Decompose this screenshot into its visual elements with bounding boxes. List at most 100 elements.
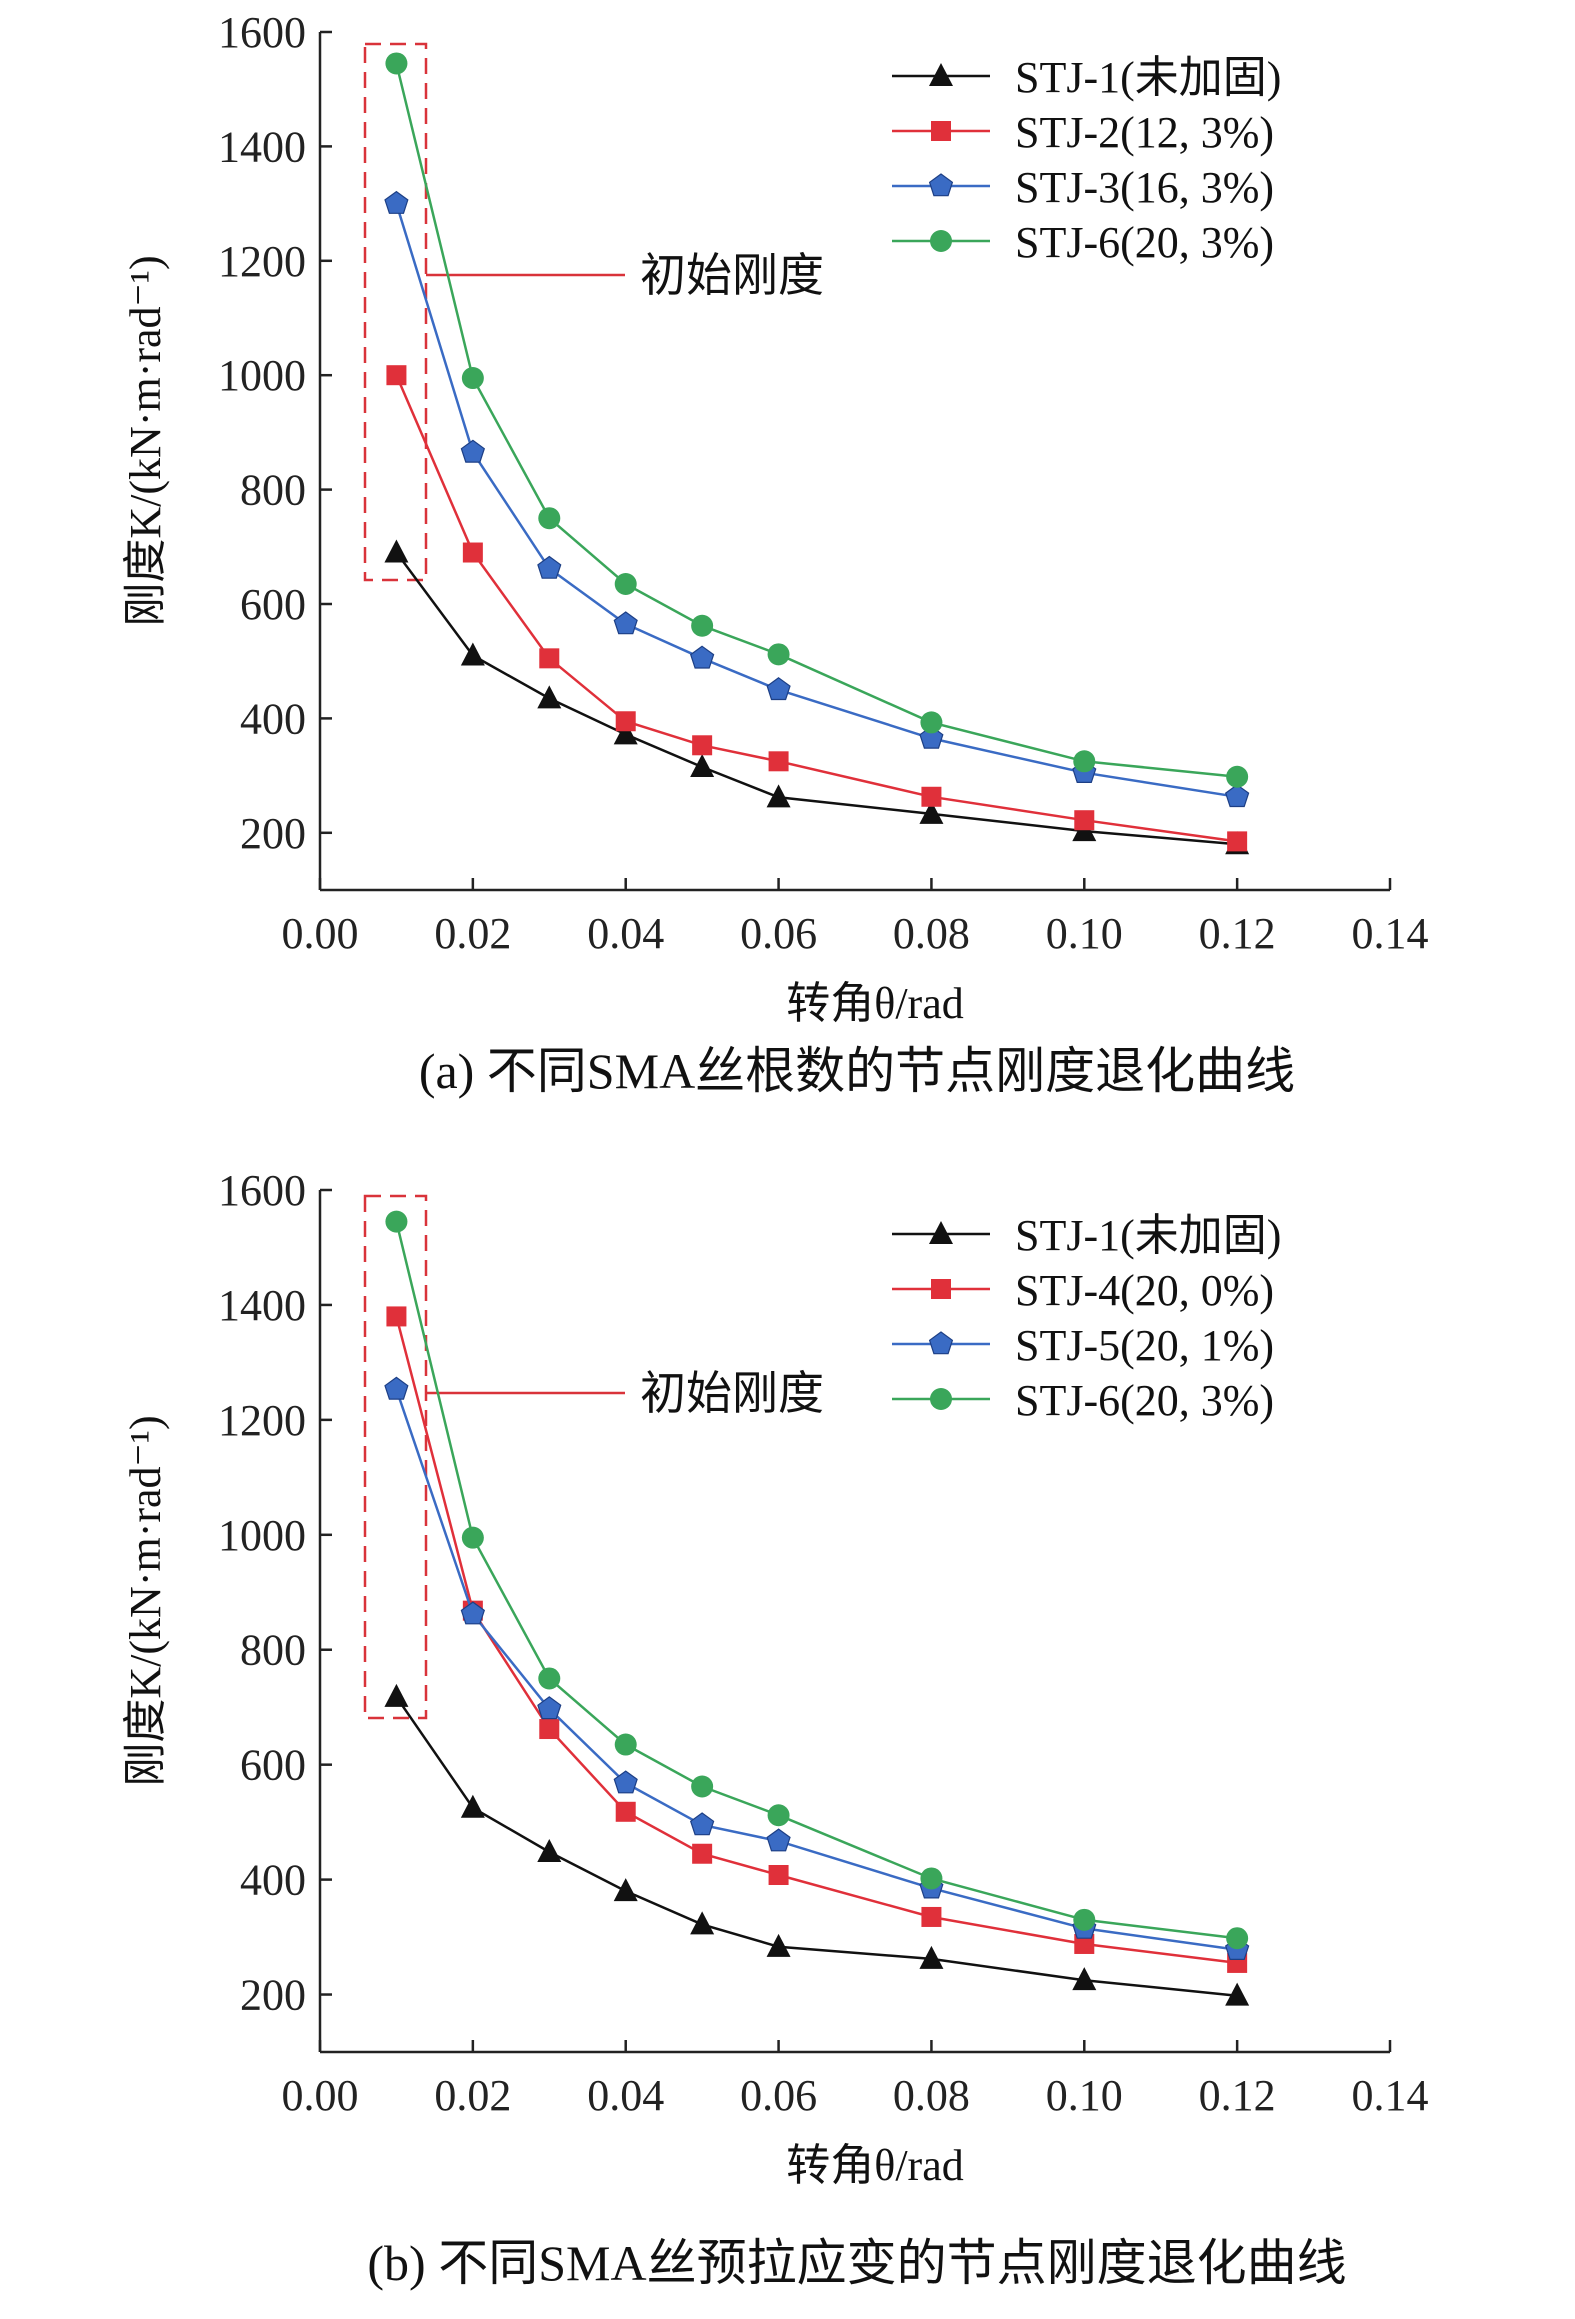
- chart-panel-b: 0.00 0.02 0.04 0.06 0.08 0.10 0.12 0.14 200 400 60…: [121, 1166, 1429, 2291]
- x-tick-label: 0.02: [434, 2071, 511, 2120]
- y-tick-label: 1200: [218, 237, 306, 286]
- data-point: [386, 1306, 407, 1327]
- x-tick-label: 0.12: [1199, 2071, 1276, 2120]
- data-point: [460, 1794, 485, 1818]
- data-point: [768, 751, 789, 772]
- data-point: [691, 614, 714, 637]
- y-axis-label: 刚度K/(kN·m·rad⁻¹): [121, 255, 170, 626]
- annotation-label: 初始刚度: [640, 1368, 824, 1419]
- data-point: [691, 1775, 714, 1798]
- legend-label: STJ-1(未加固): [1015, 53, 1281, 102]
- x-tick-label: 0.00: [282, 2071, 359, 2120]
- data-point: [690, 754, 715, 778]
- series-line: [395, 1388, 1238, 1951]
- data-point: [766, 1933, 791, 1957]
- data-point: [384, 1683, 409, 1707]
- data-point: [461, 1526, 484, 1549]
- data-point: [386, 365, 407, 386]
- y-tick-label: 1200: [218, 1396, 306, 1445]
- x-tick-label: 0.10: [1046, 2071, 1123, 2120]
- data-point: [766, 677, 791, 701]
- data-point: [919, 1945, 944, 1969]
- data-point: [537, 1696, 562, 1720]
- data-point: [461, 367, 484, 390]
- legend-marker: [929, 1221, 953, 1244]
- data-point: [768, 1865, 789, 1886]
- data-point: [1073, 750, 1096, 773]
- data-point: [538, 507, 561, 530]
- data-point: [614, 1733, 637, 1756]
- data-point: [689, 1812, 715, 1836]
- data-point: [613, 1770, 638, 1794]
- data-point: [460, 439, 486, 463]
- x-tick-label: 0.12: [1199, 909, 1276, 958]
- legend-label: STJ-2(12, 3%): [1015, 108, 1274, 157]
- data-point: [613, 721, 638, 745]
- x-tick-label: 0.10: [1046, 909, 1123, 958]
- data-point: [690, 1911, 715, 1935]
- data-point: [615, 1801, 636, 1822]
- data-point: [920, 1867, 943, 1890]
- data-point: [537, 685, 562, 709]
- initial-stiffness-box: [363, 42, 428, 582]
- x-tick-label: 0.04: [587, 909, 664, 958]
- data-point: [689, 645, 715, 669]
- data-point: [614, 572, 637, 595]
- y-tick-label: 200: [240, 1971, 306, 2020]
- legend-label: STJ-3(16, 3%): [1015, 163, 1274, 212]
- data-point: [919, 800, 944, 824]
- data-point: [384, 1376, 409, 1400]
- data-point: [767, 643, 790, 666]
- x-tick-label: 0.06: [740, 909, 817, 958]
- legend-marker: [931, 1279, 951, 1299]
- series-line: [395, 374, 1238, 843]
- series-STJ-2(12, 3%): [386, 365, 1248, 852]
- data-point: [920, 711, 943, 734]
- data-point: [921, 1906, 942, 1927]
- data-point: [1226, 765, 1249, 788]
- y-tick-label: 400: [240, 1856, 306, 1905]
- data-point: [539, 1719, 560, 1740]
- data-point: [538, 1667, 561, 1690]
- data-point: [460, 642, 485, 666]
- data-point: [613, 1878, 638, 1902]
- y-axis-label: 刚度K/(kN·m·rad⁻¹): [121, 1415, 170, 1786]
- x-tick-label: 0.08: [893, 909, 970, 958]
- legend-label: STJ-1(未加固): [1015, 1211, 1281, 1260]
- x-tick-label: 0.06: [740, 2071, 817, 2120]
- data-point: [1074, 1933, 1095, 1954]
- data-point: [537, 555, 562, 579]
- series-STJ-1(未加固): [384, 1683, 1250, 2006]
- data-point: [1072, 1967, 1097, 1991]
- data-point: [1224, 784, 1250, 808]
- data-point: [385, 1210, 408, 1233]
- legend-marker: [931, 121, 951, 141]
- y-tick-label: 1000: [218, 1511, 306, 1560]
- y-tick-label: 1000: [218, 351, 306, 400]
- legend-label: STJ-4(20, 0%): [1015, 1266, 1274, 1315]
- series-STJ-5(20, 1%): [384, 1376, 1250, 1961]
- legend-label: STJ-5(20, 1%): [1015, 1321, 1274, 1370]
- data-point: [1226, 1927, 1249, 1950]
- data-point: [615, 711, 636, 732]
- y-tick-label: 600: [240, 580, 306, 629]
- legend-marker: [928, 1331, 954, 1355]
- series-STJ-6(20, 3%): [385, 1210, 1249, 1950]
- legend-marker: [930, 1388, 952, 1410]
- data-point: [921, 786, 942, 807]
- data-point: [385, 52, 408, 75]
- data-point: [767, 1804, 790, 1827]
- data-point: [613, 611, 638, 635]
- figure-caption: (b) 不同SMA丝预拉应变的节点刚度退化曲线: [367, 2235, 1346, 2291]
- data-point: [537, 1839, 562, 1863]
- x-tick-label: 0.00: [282, 909, 359, 958]
- series-STJ-1(未加固): [384, 539, 1250, 855]
- x-axis-label: 转角θ/rad: [786, 2141, 963, 2190]
- data-point: [539, 648, 560, 669]
- figure-caption: (a) 不同SMA丝根数的节点刚度退化曲线: [419, 1043, 1295, 1099]
- data-point: [1225, 1982, 1250, 2006]
- data-point: [462, 542, 483, 563]
- y-tick-label: 800: [240, 1626, 306, 1675]
- y-tick-label: 1400: [218, 122, 306, 171]
- data-point: [692, 1843, 713, 1864]
